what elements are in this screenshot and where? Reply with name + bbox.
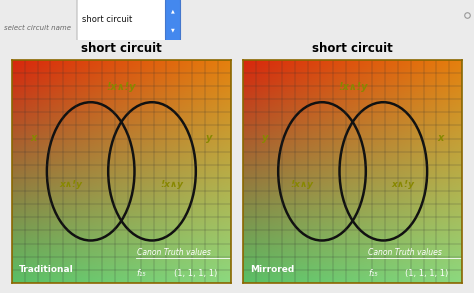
Text: short circuit: short circuit	[81, 42, 162, 55]
Text: short circuit: short circuit	[82, 15, 132, 24]
Text: select circuit name: select circuit name	[4, 25, 71, 31]
Text: short circuit: short circuit	[312, 42, 393, 55]
FancyBboxPatch shape	[165, 0, 181, 56]
FancyBboxPatch shape	[77, 0, 167, 76]
Text: ▲: ▲	[171, 8, 175, 13]
Text: ▼: ▼	[171, 27, 175, 32]
